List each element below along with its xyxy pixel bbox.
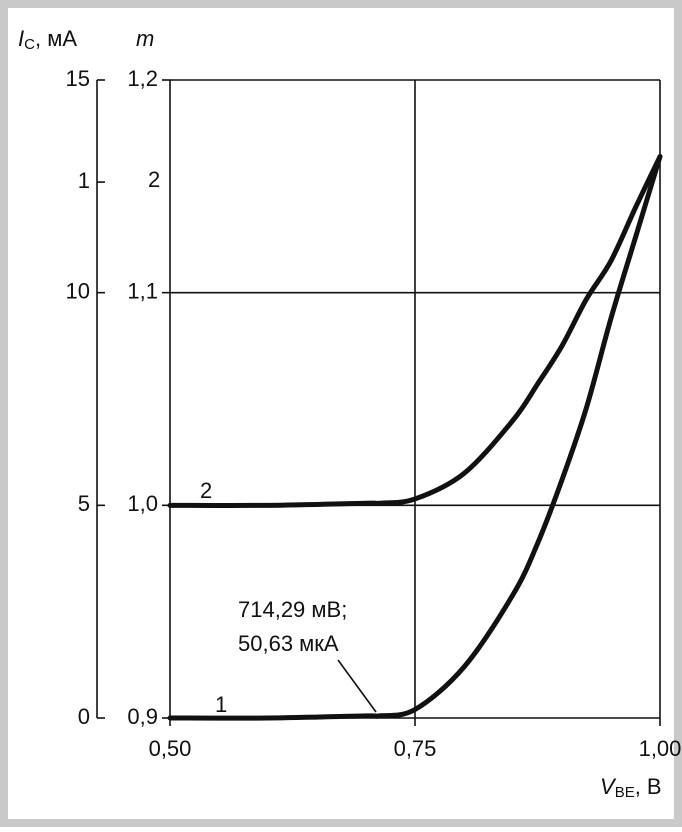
y2-tick-label: 1,1 [127, 278, 158, 303]
series-line [167, 154, 663, 721]
series-label: 1 [215, 692, 227, 717]
y-tick-label: 0 [78, 704, 90, 729]
y-tick-label: 10 [66, 278, 90, 303]
x-tick-label: 0,75 [394, 736, 437, 761]
annotation: 50,63 мкА [238, 631, 339, 656]
y2-tick-label: 1,0 [127, 491, 158, 516]
y2-tick-label: 0,9 [127, 704, 158, 729]
series-line [167, 154, 663, 508]
y2-axis-label: m [136, 26, 154, 51]
y-axis-label: IC, мА [18, 26, 77, 53]
x-axis-label: VBE, В [600, 774, 662, 801]
annotation: 2 [148, 167, 160, 192]
y2-tick-label: 1,2 [127, 66, 158, 91]
x-tick-label: 0,50 [149, 736, 192, 761]
x-tick-label: 1,00 [639, 736, 682, 761]
leader-line [337, 659, 377, 713]
y-tick-label: 5 [78, 491, 90, 516]
annotation: 714,29 мВ; [238, 597, 347, 622]
series-label: 2 [200, 478, 212, 503]
y-tick-label: 15 [66, 66, 90, 91]
y-tick-label: 1 [78, 168, 90, 193]
